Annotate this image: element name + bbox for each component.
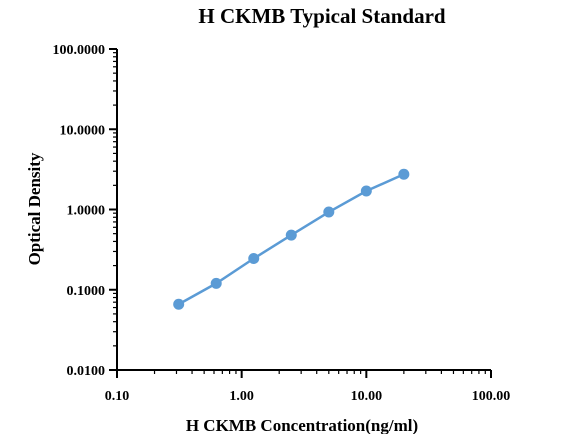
y-axis-label: Optical Density <box>25 152 44 265</box>
y-tick-label: 1.0000 <box>67 204 106 219</box>
x-tick-label: 100.00 <box>472 389 511 404</box>
y-tick-label: 100.0000 <box>53 43 106 58</box>
series <box>173 168 410 310</box>
x-axis-label: H CKMB Concentration(ng/ml) <box>186 416 418 434</box>
data-point <box>173 298 185 310</box>
data-point <box>210 277 222 289</box>
chart-title: H CKMB Typical Standard <box>198 4 446 28</box>
data-point <box>248 253 260 265</box>
tick-labels: 0.0100 0.1000 1.0000 10.0000 100.0000 0.10 1.0… <box>53 43 511 404</box>
y-tick-label: 0.0100 <box>67 364 106 379</box>
data-point <box>285 229 297 241</box>
x-tick-label: 10.00 <box>351 389 383 404</box>
x-tick-label: 0.10 <box>105 389 130 404</box>
data-point <box>398 168 410 180</box>
data-point <box>323 206 335 218</box>
axes <box>116 49 491 371</box>
data-point <box>360 185 372 197</box>
ticks <box>109 48 492 378</box>
y-tick-label: 10.0000 <box>60 123 106 138</box>
y-tick-label: 0.1000 <box>67 284 106 299</box>
x-tick-label: 1.00 <box>229 389 254 404</box>
